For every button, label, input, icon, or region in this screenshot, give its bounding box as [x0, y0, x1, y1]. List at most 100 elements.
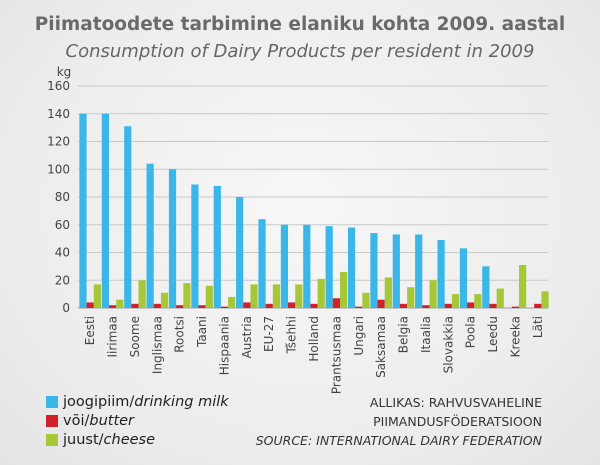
category-label: Leedu [486, 316, 500, 352]
category-label: Kreeka [508, 316, 522, 357]
source-line-2: PIIMANDUSFÖDERATSIOON [373, 414, 542, 429]
bar [265, 303, 273, 308]
legend-label-cheese-et: juust/ [63, 431, 104, 448]
bar [511, 306, 520, 308]
bar [370, 233, 378, 308]
legend-label-butter-en: butter [89, 412, 135, 429]
bar [153, 303, 161, 308]
category-label: Poola [464, 316, 478, 348]
bar [451, 294, 460, 308]
category-label: Inglismaa [150, 316, 164, 374]
bar [86, 302, 94, 308]
y-tick-label: 120 [47, 135, 70, 149]
bar [250, 284, 258, 308]
bar [303, 224, 311, 308]
bar [444, 303, 452, 308]
bar [541, 291, 549, 308]
bar [160, 292, 169, 308]
bar [310, 303, 318, 308]
bar [176, 305, 184, 308]
bar [138, 280, 146, 308]
bar [482, 266, 490, 308]
bar [101, 113, 109, 308]
bar [183, 283, 191, 308]
bar [243, 302, 251, 308]
bar [213, 185, 221, 308]
bar [377, 299, 385, 308]
bar [317, 278, 325, 308]
category-label: Holland [307, 316, 321, 362]
category-label: Saksamaa [374, 316, 388, 378]
category-label: Hispaania [217, 316, 231, 375]
bar [339, 271, 348, 308]
source-line-3: SOURCE: INTERNATIONAL DAIRY FEDERATION [255, 433, 542, 448]
y-tick-label: 80 [55, 190, 70, 204]
legend-swatch-butter [46, 414, 58, 427]
category-label: Tšehhi [285, 316, 299, 355]
y-tick-label: 100 [47, 162, 70, 176]
chart-subtitle: Consumption of Dairy Products per reside… [65, 41, 535, 62]
bar [295, 284, 303, 308]
category-label: Slovakkia [441, 316, 455, 373]
bar [258, 219, 266, 308]
y-tick-label: 20 [55, 273, 70, 287]
bar [220, 306, 229, 308]
y-tick-label: 160 [47, 79, 70, 93]
bar [347, 227, 356, 308]
y-tick-label: 40 [55, 246, 70, 260]
bar [108, 305, 117, 308]
legend-swatch-cheese [46, 433, 58, 446]
bar [205, 285, 213, 308]
chart-title: Piimatoodete tarbimine elaniku kohta 200… [34, 14, 566, 35]
bar [280, 224, 289, 308]
bar [534, 303, 542, 308]
category-label: EU-27 [262, 316, 276, 352]
bar [79, 113, 87, 308]
y-tick-label: 140 [47, 107, 70, 121]
bar [474, 294, 482, 308]
bar [489, 303, 497, 308]
legend-label-butter-et: või/ [63, 412, 90, 429]
bar [288, 302, 296, 308]
legend-label-cheese-en: cheese [103, 431, 156, 448]
category-label: Austria [240, 316, 254, 358]
bar [496, 288, 504, 308]
legend-item-cheese: juust/cheese [46, 430, 229, 449]
category-label: Itaalia [419, 316, 433, 353]
bar [272, 284, 281, 308]
bar [146, 163, 154, 308]
legend-label-milk-en: drinking milk [134, 393, 229, 410]
bar [437, 240, 445, 308]
category-label: Eesti [83, 316, 97, 345]
category-label: Belgia [397, 316, 411, 353]
bar [407, 287, 415, 308]
bar [131, 303, 139, 308]
bar [415, 234, 423, 308]
bar [168, 169, 177, 308]
legend-swatch-milk [46, 395, 58, 408]
category-label: Prantsusmaa [329, 316, 343, 394]
source-line-1: ALLIKAS: RAHVUSVAHELINE [369, 395, 542, 410]
bar [399, 303, 408, 308]
bar [355, 306, 363, 308]
bar [467, 302, 475, 308]
category-label: Iirimaa [106, 316, 120, 358]
bar [236, 197, 244, 308]
bar [124, 126, 132, 308]
category-label: Soome [128, 316, 142, 357]
bar [93, 284, 101, 308]
bar [191, 184, 199, 308]
legend-label-milk-et: joogipiim/ [63, 393, 135, 410]
bar [519, 264, 527, 308]
bar [198, 305, 206, 308]
bar [362, 292, 370, 308]
category-label: Läti [531, 316, 545, 338]
bar [422, 305, 430, 308]
category-label: Taani [195, 316, 209, 348]
legend-item-butter: või/butter [46, 411, 229, 430]
category-label: Rootsi [173, 316, 187, 353]
bar [228, 296, 236, 308]
bar [384, 277, 392, 308]
legend: joogipiim/drinking milk või/butter juust… [46, 392, 229, 449]
